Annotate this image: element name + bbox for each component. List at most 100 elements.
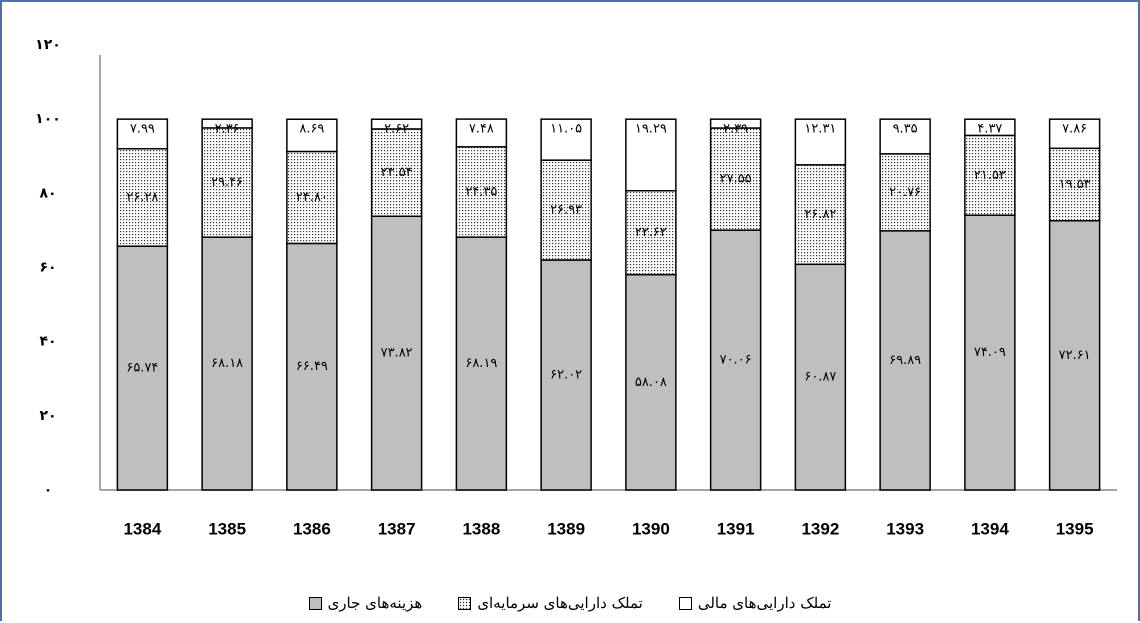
bar-segment bbox=[286, 242, 338, 491]
x-tick-label: 1384 bbox=[123, 519, 161, 538]
data-label: ۲.۳۹ bbox=[723, 122, 748, 137]
x-tick-label: 1388 bbox=[462, 519, 500, 538]
data-label: ۸.۶۹ bbox=[299, 122, 324, 137]
data-label: ۴.۳۷ bbox=[977, 122, 1002, 137]
data-label: ۲۴.۳۵ bbox=[465, 184, 497, 199]
data-label: ۶۸.۱۸ bbox=[211, 356, 243, 371]
bar-segment bbox=[455, 236, 508, 491]
bar-segment bbox=[794, 164, 847, 266]
y-tick-label: ۸۰ bbox=[39, 185, 56, 201]
data-label: ۲۶.۲۸ bbox=[126, 190, 158, 205]
bar-segment bbox=[879, 118, 931, 155]
x-tick-label: 1389 bbox=[547, 519, 585, 538]
bar-segment bbox=[625, 189, 677, 276]
data-label: ۶۲.۰۲ bbox=[550, 368, 582, 383]
bar-segment bbox=[455, 118, 508, 148]
x-tick-label: 1392 bbox=[801, 519, 839, 538]
bar-segment bbox=[370, 118, 423, 130]
data-label: ۲۰.۷۶ bbox=[889, 185, 921, 200]
data-label: ۷۳.۸۲ bbox=[381, 346, 413, 361]
legend: تملک دارایی‌های مالی تملک دارایی‌های سرما… bbox=[0, 594, 1140, 612]
bar-segment bbox=[1048, 147, 1101, 222]
data-label: ۲۹.۴۶ bbox=[211, 175, 243, 190]
bar-segment bbox=[879, 230, 931, 491]
data-label: ۷.۹۹ bbox=[130, 122, 155, 137]
data-label: ۶۶.۴۹ bbox=[296, 359, 328, 374]
bar-segment bbox=[201, 236, 253, 491]
x-tick-label: 1390 bbox=[632, 519, 670, 538]
bar-segment bbox=[116, 118, 169, 150]
data-label: ۶۵.۷۴ bbox=[126, 361, 158, 376]
data-label: ۲۷.۵۵ bbox=[720, 172, 752, 187]
data-label: ۲.۳۶ bbox=[215, 122, 240, 137]
bar-segment bbox=[709, 118, 762, 129]
data-label: ۲۶.۸۲ bbox=[804, 207, 836, 222]
data-label: ۲۳.۵۴ bbox=[381, 165, 413, 180]
x-tick-label: 1391 bbox=[717, 519, 755, 538]
data-label: ۱۹.۲۹ bbox=[635, 122, 667, 137]
y-tick-label: ۲۰ bbox=[39, 408, 56, 424]
legend-label: تملک دارایی‌های سرمایه‌ای bbox=[477, 594, 643, 612]
bar-segment bbox=[964, 134, 1016, 216]
bar-segment bbox=[201, 118, 253, 129]
legend-item: تملک دارایی‌های سرمایه‌ای bbox=[458, 594, 643, 612]
data-label: ۱۹.۵۳ bbox=[1059, 177, 1091, 192]
bar-segment bbox=[964, 214, 1016, 491]
data-label: ۷۴.۰۹ bbox=[974, 345, 1006, 360]
data-label: ۲۴.۸۰ bbox=[296, 190, 328, 205]
y-tick-label: ۱۰۰ bbox=[35, 111, 61, 127]
x-tick-label: 1385 bbox=[208, 519, 246, 538]
legend-swatch bbox=[308, 596, 322, 610]
bar-segment bbox=[1048, 118, 1101, 150]
legend-item: تملک دارایی‌های مالی bbox=[678, 594, 832, 612]
bar-segment bbox=[116, 245, 169, 491]
bar-segment bbox=[370, 215, 423, 491]
data-label: ۱۲.۳۱ bbox=[804, 122, 836, 137]
data-label: ۷.۸۶ bbox=[1062, 122, 1087, 137]
bar-segment bbox=[625, 273, 677, 491]
data-label: ۷۲.۶۱ bbox=[1059, 348, 1091, 363]
legend-swatch bbox=[678, 596, 692, 610]
y-tick-label: ۱۲۰ bbox=[35, 37, 61, 53]
bar-segment bbox=[709, 127, 762, 231]
legend-label: هزینه‌های جاری bbox=[327, 594, 423, 612]
data-label: ۷۰.۰۶ bbox=[720, 353, 752, 368]
data-label: ۱۱.۰۵ bbox=[550, 122, 582, 137]
bar-segment bbox=[625, 118, 677, 192]
bar-segment bbox=[540, 118, 592, 161]
bar-segment bbox=[540, 159, 592, 261]
data-label: ۲.۶۲ bbox=[384, 122, 409, 137]
legend-label: تملک دارایی‌های مالی bbox=[697, 594, 832, 612]
bar-segment bbox=[455, 146, 508, 238]
x-tick-label: 1387 bbox=[378, 519, 416, 538]
y-tick-label: ۶۰ bbox=[39, 260, 56, 276]
data-label: ۹.۳۵ bbox=[893, 122, 918, 137]
legend-item: هزینه‌های جاری bbox=[308, 594, 423, 612]
bar-segment bbox=[370, 128, 423, 218]
data-label: ۲۱.۵۳ bbox=[974, 168, 1006, 183]
bar-segment bbox=[286, 150, 338, 245]
bar-segment bbox=[879, 153, 931, 232]
bar-segment bbox=[201, 127, 253, 238]
data-label: ۲۲.۶۲ bbox=[635, 225, 667, 240]
data-label: ۵۸.۰۸ bbox=[635, 375, 667, 390]
x-tick-label: 1386 bbox=[293, 519, 331, 538]
y-tick-label: ۴۰ bbox=[39, 334, 56, 350]
data-label: ۲۶.۹۳ bbox=[550, 203, 582, 218]
data-label: ۶۰.۸۷ bbox=[804, 370, 836, 385]
bar-segment bbox=[964, 118, 1016, 137]
x-tick-label: 1394 bbox=[971, 519, 1009, 538]
bar-segment bbox=[794, 118, 847, 166]
data-label: ۶۸.۱۹ bbox=[465, 356, 497, 371]
legend-swatch bbox=[458, 596, 472, 610]
bar-segment bbox=[540, 259, 592, 491]
chart: ۰ ۲۰ ۴۰ ۶۰ ۸۰ ۱۰۰ ۱۲۰ 1384 ۶۵.۷۴ ۲۶.۲۸ ۷.۹۹ 1385 ۶۸.… bbox=[35, 37, 1117, 538]
data-label: ۷.۴۸ bbox=[469, 122, 494, 137]
data-label: ۶۹.۸۹ bbox=[889, 353, 921, 368]
bar-segment bbox=[286, 118, 338, 153]
x-tick-label: 1393 bbox=[886, 519, 924, 538]
y-tick-label: ۰ bbox=[44, 482, 53, 498]
x-tick-label: 1395 bbox=[1056, 519, 1094, 538]
bar-segment bbox=[709, 229, 762, 491]
